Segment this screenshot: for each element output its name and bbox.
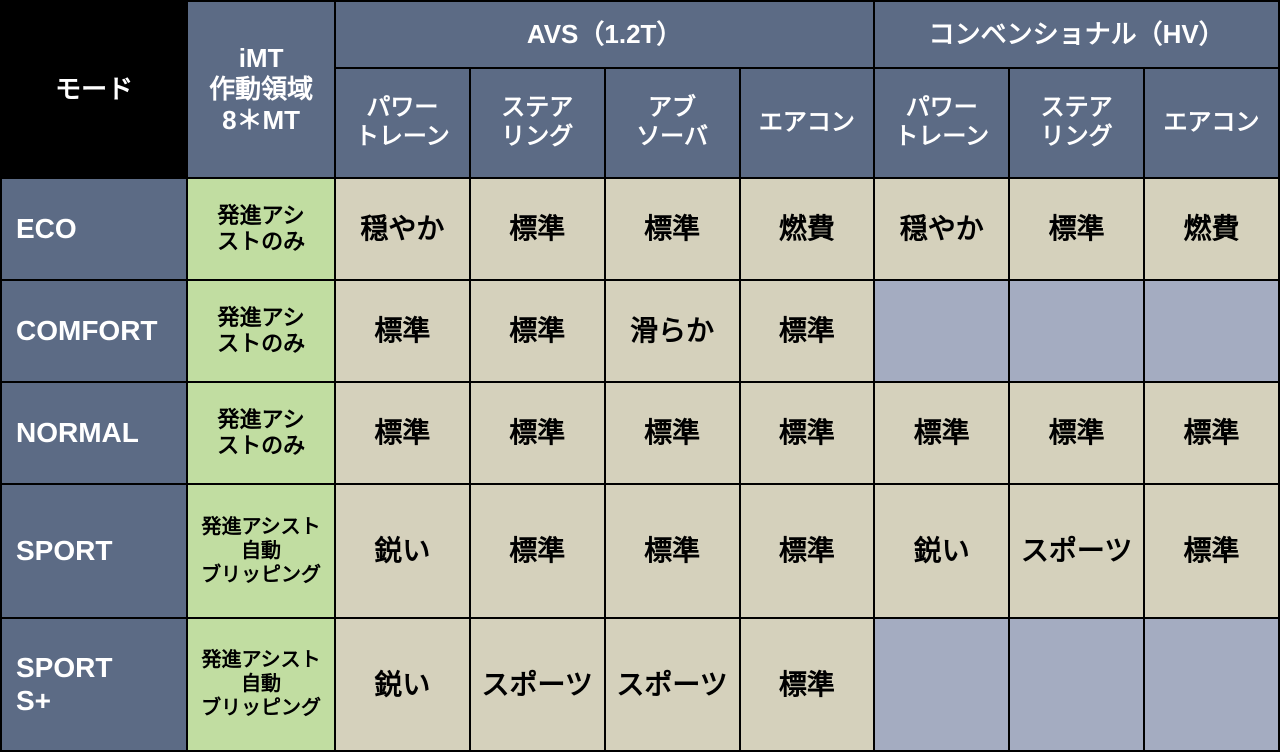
imt-cell: 発進アシ ストのみ [187, 382, 335, 484]
group-hv-header: コンベンショナル（HV） [874, 1, 1279, 68]
avs-aircon: 標準 [740, 280, 875, 382]
avs-steering: 標準 [470, 178, 605, 280]
avs-steering: 標準 [470, 484, 605, 617]
hv-steering: 標準 [1009, 382, 1144, 484]
hv-aircon-empty [1144, 280, 1279, 382]
hv-col-steering: ステア リング [1009, 68, 1144, 178]
avs-absorber: 標準 [605, 382, 740, 484]
avs-steering: 標準 [470, 382, 605, 484]
row-eco: ECO 発進アシ ストのみ 穏やか 標準 標準 燃費 穏やか 標準 燃費 [1, 178, 1279, 280]
l1: ステア [1041, 94, 1113, 121]
l2: リング [501, 123, 573, 150]
hv-powertrain-empty [874, 280, 1009, 382]
imt-cell: 発進アシスト 自動 ブリッピング [187, 484, 335, 617]
col-imt-header: iMT 作動領域 8＊MT [187, 1, 335, 178]
l1: 発進アシ [218, 305, 305, 330]
l1: 発進アシスト [201, 649, 320, 671]
label: COMFORT [16, 315, 158, 346]
line3: 8＊MT [222, 105, 300, 135]
l3: ブリッピング [201, 697, 321, 719]
header-row-1: モード iMT 作動領域 8＊MT AVS（1.2T） コンベンショナル（HV） [1, 1, 1279, 68]
l2: ストのみ [217, 331, 305, 356]
imt-cell: 発進アシスト 自動 ブリッピング [187, 618, 335, 751]
l2: ストのみ [217, 229, 305, 254]
hv-powertrain-empty [874, 618, 1009, 751]
row-sport-s-plus: SPORT S+ 発進アシスト 自動 ブリッピング 鋭い スポーツ スポーツ 標… [1, 618, 1279, 751]
l2: トレーン [355, 123, 450, 150]
avs-powertrain: 標準 [335, 280, 470, 382]
line2: 作動領域 [209, 74, 313, 104]
l2: リング [1041, 123, 1113, 150]
label: エアコン [1164, 109, 1260, 136]
label: AVS（1.2T） [527, 19, 683, 49]
hv-aircon: 標準 [1144, 484, 1279, 617]
label: ECO [16, 213, 77, 244]
row-label: COMFORT [1, 280, 187, 382]
imt-cell: 発進アシ ストのみ [187, 178, 335, 280]
l1: ステア [501, 94, 573, 121]
row-label: SPORT S+ [1, 618, 187, 751]
avs-powertrain: 鋭い [335, 618, 470, 751]
avs-powertrain: 鋭い [335, 484, 470, 617]
l2: トレーン [894, 123, 989, 150]
row-label: NORMAL [1, 382, 187, 484]
imt-cell: 発進アシ ストのみ [187, 280, 335, 382]
l2: ソーバ [636, 123, 708, 150]
avs-steering: スポーツ [470, 618, 605, 751]
l2: ストのみ [217, 433, 305, 458]
row-label: SPORT [1, 484, 187, 617]
l1: パワー [366, 94, 438, 121]
l3: ブリッピング [201, 564, 321, 586]
l1: 発進アシスト [201, 516, 320, 538]
label: コンベンショナル（HV） [929, 19, 1225, 49]
hv-powertrain: 穏やか [874, 178, 1009, 280]
avs-absorber: 標準 [605, 484, 740, 617]
drive-mode-table: モード iMT 作動領域 8＊MT AVS（1.2T） コンベンショナル（HV）… [0, 0, 1280, 752]
col-mode-header: モード [1, 1, 187, 178]
avs-col-absorber: アブ ソーバ [605, 68, 740, 178]
l1: 発進アシ [218, 203, 305, 228]
avs-absorber: 滑らか [605, 280, 740, 382]
avs-absorber: スポーツ [605, 618, 740, 751]
avs-steering: 標準 [470, 280, 605, 382]
hv-steering: 標準 [1009, 178, 1144, 280]
row-normal: NORMAL 発進アシ ストのみ 標準 標準 標準 標準 標準 標準 標準 [1, 382, 1279, 484]
hv-col-aircon: エアコン [1144, 68, 1279, 178]
l1: 発進アシ [218, 407, 305, 432]
avs-aircon: 標準 [740, 484, 875, 617]
label: モード [55, 74, 133, 104]
hv-aircon: 標準 [1144, 382, 1279, 484]
avs-powertrain: 穏やか [335, 178, 470, 280]
avs-col-steering: ステア リング [470, 68, 605, 178]
avs-absorber: 標準 [605, 178, 740, 280]
hv-steering: スポーツ [1009, 484, 1144, 617]
hv-aircon: 燃費 [1144, 178, 1279, 280]
group-avs-header: AVS（1.2T） [335, 1, 874, 68]
row-comfort: COMFORT 発進アシ ストのみ 標準 標準 滑らか 標準 [1, 280, 1279, 382]
label-l1: SPORT [16, 652, 112, 683]
hv-powertrain: 標準 [874, 382, 1009, 484]
avs-col-aircon: エアコン [740, 68, 875, 178]
hv-steering-empty [1009, 618, 1144, 751]
row-label: ECO [1, 178, 187, 280]
hv-powertrain: 鋭い [874, 484, 1009, 617]
row-sport: SPORT 発進アシスト 自動 ブリッピング 鋭い 標準 標準 標準 鋭い スポ… [1, 484, 1279, 617]
l2: 自動 [241, 673, 281, 695]
hv-col-powertrain: パワー トレーン [874, 68, 1009, 178]
avs-powertrain: 標準 [335, 382, 470, 484]
l1: パワー [906, 94, 978, 121]
label-l2: S+ [16, 685, 51, 716]
l2: 自動 [241, 540, 281, 562]
l1: アブ [648, 94, 696, 121]
hv-aircon-empty [1144, 618, 1279, 751]
avs-aircon: 標準 [740, 618, 875, 751]
label: SPORT [16, 535, 112, 566]
avs-aircon: 標準 [740, 382, 875, 484]
avs-aircon: 燃費 [740, 178, 875, 280]
hv-steering-empty [1009, 280, 1144, 382]
label: NORMAL [16, 417, 139, 448]
line1: iMT [239, 43, 284, 73]
label: エアコン [759, 109, 855, 136]
avs-col-powertrain: パワー トレーン [335, 68, 470, 178]
